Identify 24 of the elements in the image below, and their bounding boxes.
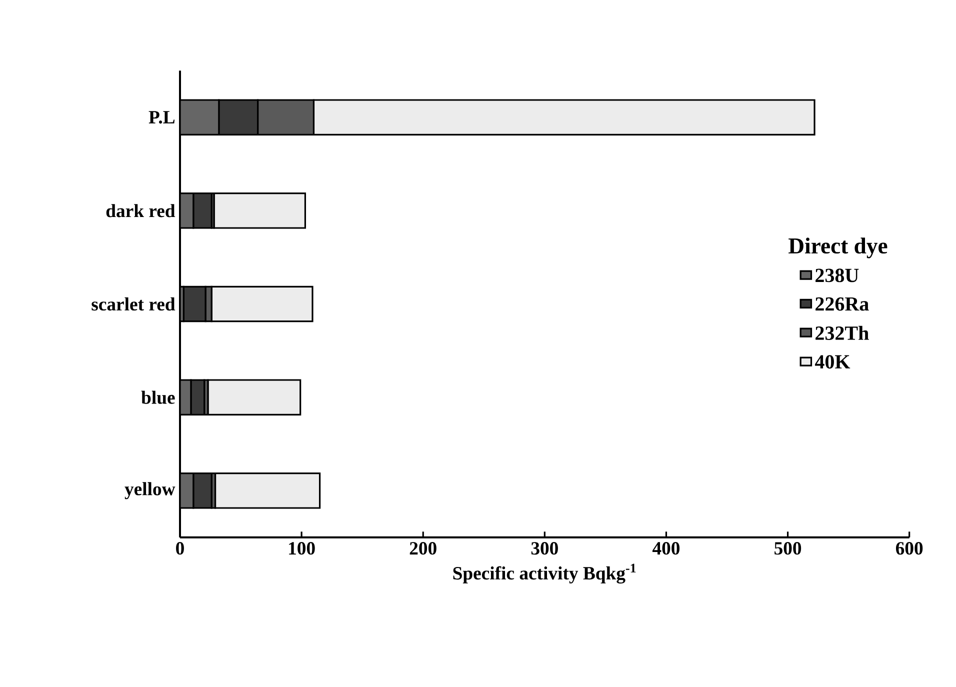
y-tick-label: scarlet red xyxy=(92,298,176,311)
y-tick-label: blue xyxy=(141,390,175,404)
x-tick-label: 600 xyxy=(896,542,923,555)
y-tick-label: dark red xyxy=(106,204,176,218)
legend-label: 226Ra xyxy=(816,297,869,311)
x-tick-label: 300 xyxy=(531,542,558,555)
bar xyxy=(207,379,302,416)
legend-title: Direct dye xyxy=(788,238,888,258)
x-tick-label: 500 xyxy=(774,542,802,555)
bar xyxy=(192,192,212,229)
legend-label: 40K xyxy=(814,355,850,369)
y-tick-label: P.L xyxy=(148,111,175,124)
x-tick-label: 0 xyxy=(176,542,184,555)
x-tick-label: 400 xyxy=(652,542,680,555)
legend-label: 238U xyxy=(816,268,859,282)
x-tick-label: 100 xyxy=(289,542,315,555)
bar xyxy=(213,192,306,229)
bar xyxy=(214,472,321,509)
legend-label: 232Th xyxy=(816,326,869,340)
x-axis-title: Specific activity Bqkg$^{-1}$ xyxy=(453,564,636,584)
bar xyxy=(190,379,206,416)
x-tick-label: 200 xyxy=(410,542,436,555)
bar xyxy=(210,286,314,322)
y-tick-label: yellow xyxy=(124,482,176,500)
